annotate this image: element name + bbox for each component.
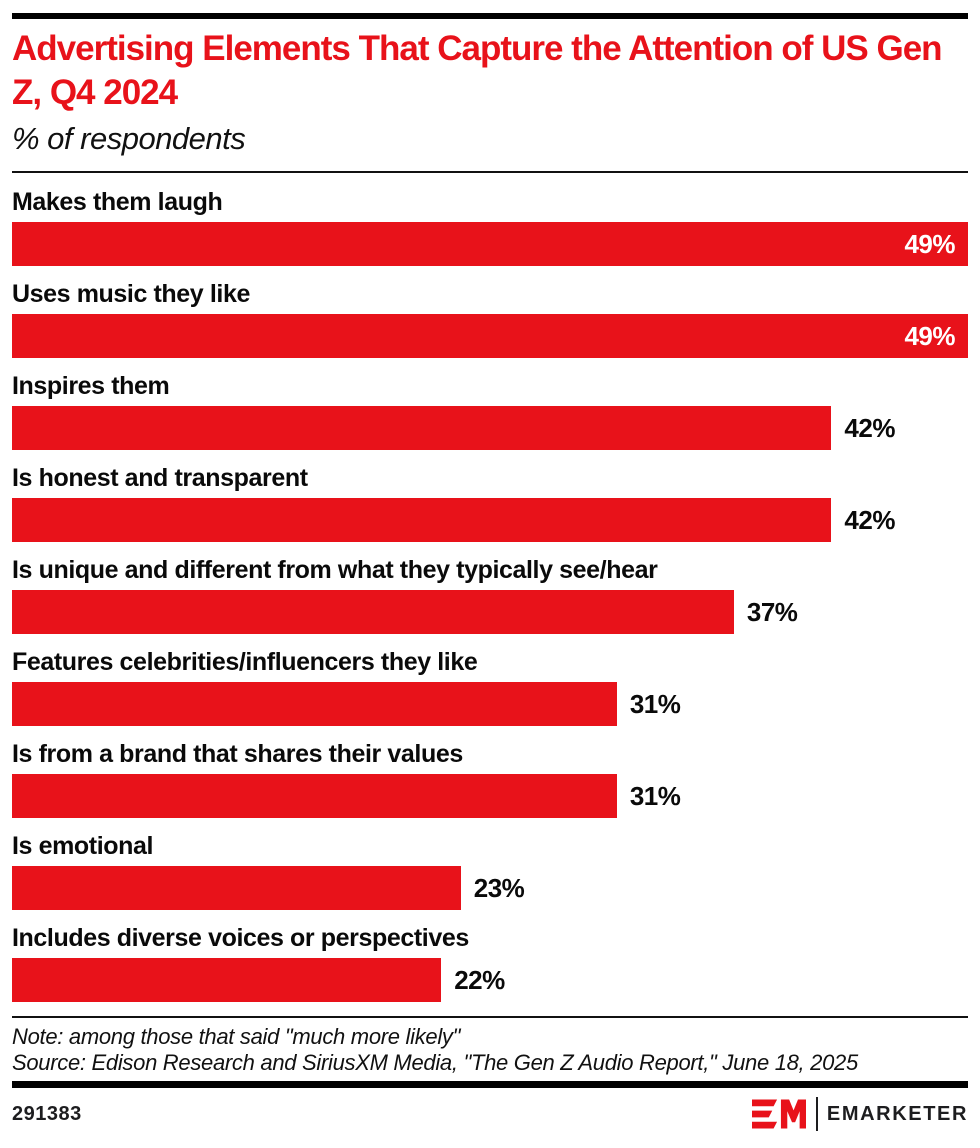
category-label: Uses music they like [12, 280, 250, 308]
bar: 49% [12, 314, 968, 358]
bar-row: Is emotional 23% [12, 831, 968, 910]
footnotes: Note: among those that said "much more l… [12, 1024, 968, 1076]
bar-row: Features celebrities/influencers they li… [12, 647, 968, 726]
bar [12, 590, 734, 634]
top-rule [12, 13, 968, 19]
page-title: Advertising Elements That Capture the At… [12, 29, 943, 112]
bar [12, 406, 832, 450]
value-label: 37% [746, 596, 798, 627]
category-label: Is honest and transparent [12, 464, 308, 492]
bar-row: Includes diverse voices or perspectives 2… [12, 923, 968, 1002]
bar [12, 498, 832, 542]
footer: 291383 EMARKETER [12, 1097, 968, 1131]
bar-row: Is from a brand that shares their values… [12, 739, 968, 818]
bar-row: Inspires them 42% [12, 371, 968, 450]
emarketer-em-icon [751, 1099, 806, 1129]
category-label: Is emotional [12, 832, 154, 860]
value-label: 49% [904, 320, 955, 351]
category-label: Makes them laugh [12, 188, 223, 216]
page-subtitle: % of respondents [12, 121, 246, 156]
bar-row: Uses music they like 49% [12, 279, 968, 358]
bar-track: 31% [12, 774, 968, 818]
value-label: 49% [904, 228, 955, 259]
bar-track: 42% [12, 498, 968, 542]
category-label: Inspires them [12, 372, 170, 400]
bar-row: Is honest and transparent 42% [12, 463, 968, 542]
bar-track: 22% [12, 958, 968, 1002]
value-label: 42% [844, 412, 895, 443]
bar-track: 49% [12, 222, 968, 266]
category-label: Features celebrities/influencers they li… [12, 648, 478, 676]
bar-chart: Makes them laugh 49% Uses music they like 4… [12, 187, 968, 1002]
bar-row: Makes them laugh 49% [12, 187, 968, 266]
emarketer-logo: EMARKETER [751, 1097, 968, 1131]
value-label: 22% [454, 964, 505, 995]
bar [12, 774, 617, 818]
bar [12, 958, 442, 1002]
header-divider [12, 171, 968, 173]
bar-track: 49% [12, 314, 968, 358]
source-text: Source: Edison Research and SiriusXM Med… [12, 1050, 858, 1075]
bar-track: 37% [12, 590, 968, 634]
value-label: 31% [629, 688, 681, 719]
chart-id: 291383 [12, 1102, 82, 1125]
bar-track: 23% [12, 866, 968, 910]
note-text: Note: among those that said "much more l… [12, 1024, 461, 1049]
logo-divider [815, 1097, 818, 1131]
bar [12, 866, 461, 910]
bottom-rule [12, 1081, 968, 1088]
bar [12, 682, 617, 726]
category-label: Is unique and different from what they t… [12, 556, 658, 584]
footnote-divider [12, 1016, 968, 1018]
bar: 49% [12, 222, 968, 266]
bar-track: 42% [12, 406, 968, 450]
value-label: 23% [473, 872, 525, 903]
value-label: 31% [629, 780, 681, 811]
bar-row: Is unique and different from what they t… [12, 555, 968, 634]
brand-wordmark: EMARKETER [826, 1102, 968, 1125]
category-label: Is from a brand that shares their values [12, 740, 463, 768]
value-label: 42% [844, 504, 895, 535]
bar-track: 31% [12, 682, 968, 726]
category-label: Includes diverse voices or perspectives [12, 924, 469, 952]
